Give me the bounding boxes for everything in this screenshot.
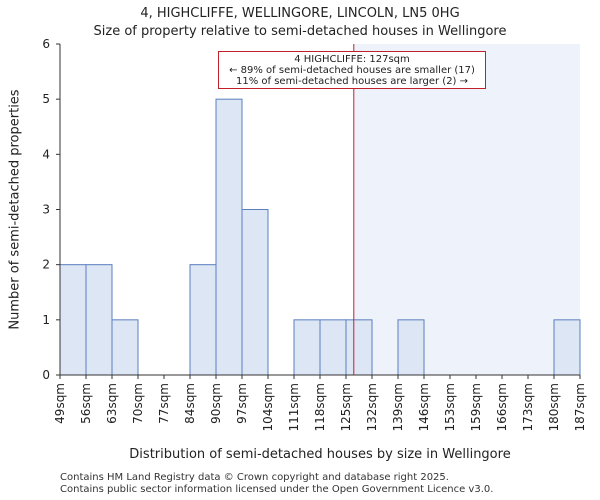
chart-title: 4, HIGHCLIFFE, WELLINGORE, LINCOLN, LN5 … (140, 6, 460, 21)
bar-111sqm (293, 319, 321, 376)
property-annotation-box: 4 HIGHCLIFFE: 127sqm ← 89% of semi-detac… (218, 51, 486, 89)
x-tick-label-63sqm: 63sqm (105, 383, 119, 424)
x-tick-label-159sqm: 159sqm (469, 383, 483, 431)
bars-group (59, 98, 581, 376)
x-tick-label-180sqm: 180sqm (547, 383, 561, 431)
y-axis-label: Number of semi-detached properties (8, 89, 23, 329)
x-tick-label-166sqm: 166sqm (495, 383, 509, 431)
x-tick-label-56sqm: 56sqm (79, 383, 93, 424)
footer-copyright: Contains HM Land Registry data © Crown c… (60, 472, 449, 483)
bar-118sqm (319, 319, 347, 376)
x-tick-label-187sqm: 187sqm (573, 383, 587, 431)
x-tick-label-118sqm: 118sqm (313, 383, 327, 431)
x-tick-label-70sqm: 70sqm (131, 383, 145, 424)
bar-97sqm (241, 209, 269, 376)
bar-84sqm (189, 264, 217, 376)
x-tick-label-97sqm: 97sqm (235, 383, 249, 424)
footer-licence: Contains public sector information licen… (60, 484, 494, 495)
chart-subtitle: Size of property relative to semi-detach… (93, 24, 507, 39)
x-tick-label-90sqm: 90sqm (209, 383, 223, 424)
x-tick-label-139sqm: 139sqm (391, 383, 405, 431)
x-tick-label-77sqm: 77sqm (157, 383, 171, 424)
x-tick-label-146sqm: 146sqm (417, 383, 431, 431)
y-axis: 0 1 2 3 4 5 6 (42, 37, 61, 382)
y-tick-label-4: 4 (42, 147, 50, 161)
x-tick-label-125sqm: 125sqm (339, 383, 353, 431)
y-tick-label-3: 3 (42, 203, 50, 217)
x-tick-label-104sqm: 104sqm (261, 383, 275, 431)
y-tick-label-2: 2 (42, 258, 50, 272)
bar-49sqm (59, 264, 87, 376)
x-tick-label-132sqm: 132sqm (365, 383, 379, 431)
bar-125sqm (345, 319, 373, 376)
larger-properties-region (353, 44, 580, 375)
annotation-line-1: 4 HIGHCLIFFE: 127sqm (294, 54, 410, 65)
y-tick-label-1: 1 (42, 313, 50, 327)
y-tick-label-5: 5 (42, 92, 50, 106)
x-tick-label-153sqm: 153sqm (443, 383, 457, 431)
bar-56sqm (85, 264, 113, 376)
bar-90sqm (215, 98, 243, 376)
x-tick-label-49sqm: 49sqm (53, 383, 67, 424)
x-tick-label-84sqm: 84sqm (183, 383, 197, 424)
x-tick-label-111sqm: 111sqm (287, 383, 301, 431)
annotation-line-3: 11% of semi-detached houses are larger (… (235, 76, 469, 87)
bar-180sqm (553, 319, 581, 376)
bar-63sqm (111, 319, 139, 376)
x-tick-label-173sqm: 173sqm (521, 383, 535, 431)
bar-139sqm (397, 319, 425, 376)
y-tick-label-0: 0 (42, 368, 50, 382)
x-axis-label: Distribution of semi-detached houses by … (129, 447, 510, 462)
annotation-line-2: ← 89% of semi-detached houses are smalle… (229, 65, 475, 76)
y-tick-label-6: 6 (42, 37, 50, 51)
x-axis: 49sqm 56sqm 63sqm 70sqm 77sqm 84sqm 90sqm 97sqm… (53, 374, 587, 431)
